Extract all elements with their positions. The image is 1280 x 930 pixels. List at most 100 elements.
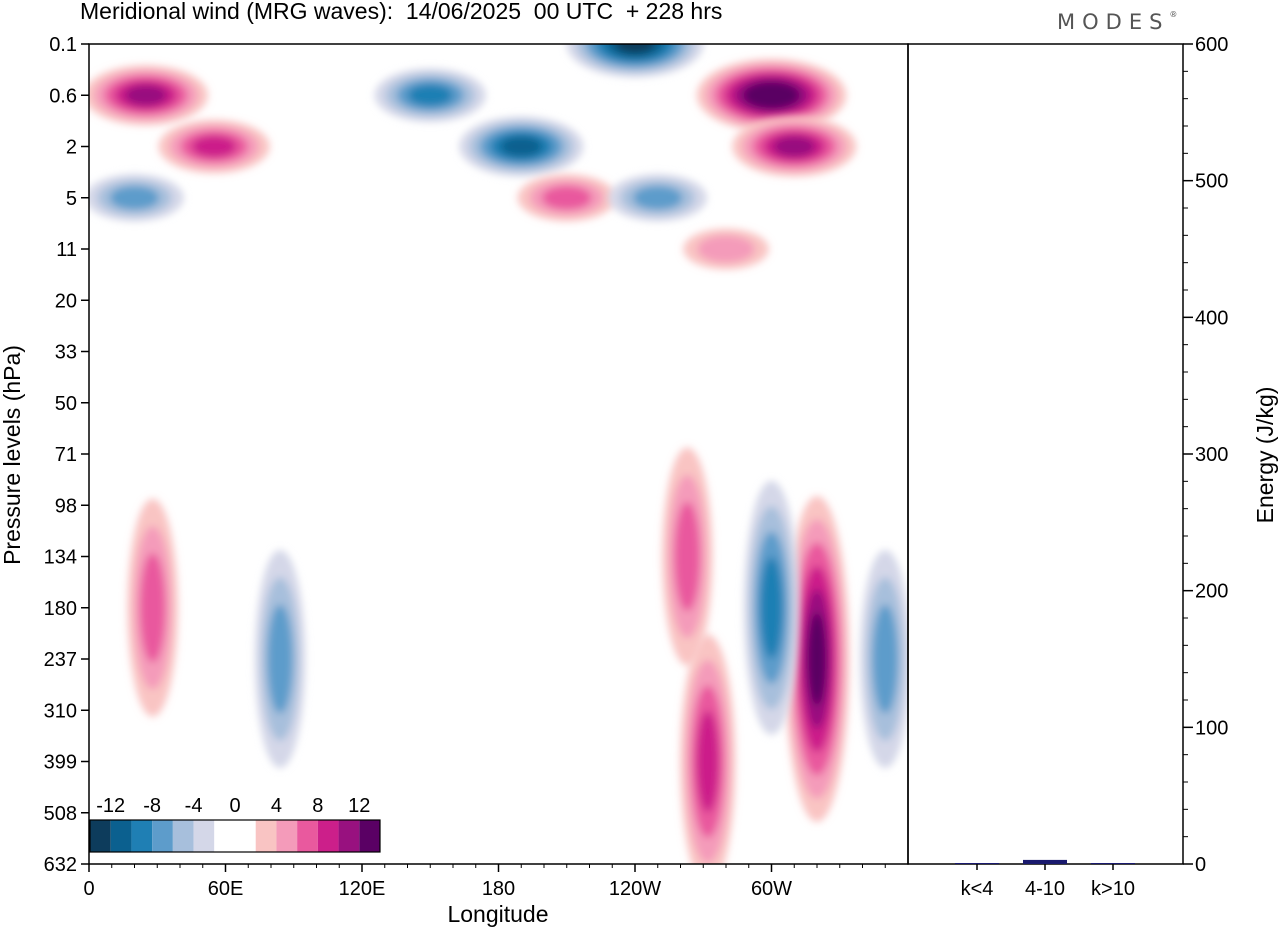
wind-contour	[542, 185, 592, 210]
colorbar-swatch	[359, 820, 380, 852]
longitude-axis: 0 60E 120E 180 120W 60W	[83, 864, 886, 900]
energy-axis-label: Energy (J/kg)	[1252, 387, 1278, 524]
energy-tick-label: 200	[1195, 581, 1228, 603]
energy-tick-label: 0	[1195, 854, 1206, 876]
wind-feature	[696, 58, 847, 132]
chart-title: Meridional wind (MRG waves): 14/06/2025 …	[80, 0, 723, 24]
wind-contour	[615, 44, 655, 54]
wind-contour	[125, 85, 167, 106]
energy-tick-label: 500	[1195, 171, 1228, 193]
wind-contour	[109, 185, 160, 210]
colorbar: -12 -8 -4 0 4 8 12	[89, 795, 381, 853]
wind-field	[89, 44, 908, 864]
energy-bar	[1091, 863, 1135, 864]
wind-contour	[696, 710, 719, 813]
wind-contour	[807, 612, 827, 706]
pressure-tick-label: 134	[44, 547, 77, 569]
wind-contour	[633, 185, 683, 210]
wind-contour	[674, 502, 700, 611]
wind-feature	[732, 116, 857, 177]
colorbar-label: 8	[312, 795, 323, 817]
wind-feature	[683, 228, 769, 270]
colorbar-swatch	[172, 820, 194, 852]
pressure-tick-label: 399	[44, 752, 77, 774]
pressure-tick-label: 237	[44, 649, 77, 671]
modes-logo: MODES®	[1057, 10, 1178, 34]
pressure-tick-label: 310	[44, 700, 77, 722]
colorbar-swatch	[131, 820, 153, 852]
x-axis-label: Longitude	[447, 901, 548, 927]
pressure-tick-label: 33	[55, 342, 77, 364]
y-axis-label: Pressure levels (hPa)	[0, 345, 25, 565]
wind-feature	[784, 496, 850, 822]
colorbar-label: 12	[348, 795, 370, 817]
longitude-tick-label: 120E	[339, 878, 386, 900]
wind-feature	[254, 550, 306, 768]
wind-feature	[158, 119, 270, 174]
pressure-tick-label: 180	[44, 598, 77, 620]
colorbar-swatch	[152, 820, 173, 852]
colorbar-swatch	[317, 820, 339, 852]
energy-panel-frame	[907, 43, 1184, 865]
pressure-tick-label: 11	[56, 239, 77, 261]
wind-contour	[191, 135, 237, 158]
colorbar-swatch	[255, 820, 277, 852]
colorbar-swatch	[297, 820, 318, 852]
wind-contour	[267, 604, 293, 714]
longitude-tick-label: 60W	[751, 878, 792, 900]
colorbar-frame	[89, 819, 381, 853]
wind-contour	[500, 136, 542, 157]
wind-feature	[89, 65, 208, 126]
wind-feature	[743, 480, 800, 735]
wind-feature	[517, 174, 616, 222]
energy-tick-label: 400	[1195, 307, 1228, 329]
energy-tick-label: 600	[1195, 34, 1228, 56]
colorbar-swatch	[235, 820, 256, 852]
wind-feature	[680, 634, 736, 864]
pressure-tick-label: 0.6	[49, 85, 77, 107]
wind-feature	[459, 116, 584, 177]
energy-category-label: 4-10	[1025, 878, 1065, 900]
wind-feature	[608, 174, 707, 222]
energy-axis: 0 100 200 300 400 500 600	[1183, 34, 1228, 876]
energy-bars: k<4 4-10 k>10	[955, 859, 1135, 900]
wind-contour	[773, 136, 815, 157]
wind-contour	[140, 553, 166, 663]
energy-tick-label: 300	[1195, 444, 1228, 466]
wind-contour	[760, 556, 783, 659]
energy-tick-label: 100	[1195, 717, 1228, 739]
wind-feature	[89, 174, 184, 222]
wind-feature	[662, 447, 713, 666]
colorbar-swatch	[193, 820, 215, 852]
pressure-tick-label: 632	[44, 854, 77, 876]
colorbar-swatch	[110, 820, 132, 852]
colorbar-label: -4	[185, 795, 203, 817]
pressure-tick-label: 50	[55, 393, 77, 415]
pressure-axis: 0.1 0.6 2 5 11 20 33 50 71 98 134 180 237 310 399 508 63…	[44, 34, 89, 876]
pressure-tick-label: 71	[55, 444, 77, 466]
colorbar-label: -12	[96, 795, 125, 817]
pressure-tick-label: 2	[66, 137, 77, 159]
pressure-tick-label: 508	[44, 803, 77, 825]
wind-feature	[566, 44, 704, 78]
pressure-tick-label: 98	[55, 495, 77, 517]
colorbar-label: 4	[271, 795, 282, 817]
longitude-tick-label: 120W	[609, 878, 661, 900]
wind-contour	[697, 235, 755, 263]
longitude-tick-label: 0	[83, 878, 94, 900]
wind-contour	[408, 84, 453, 106]
colorbar-swatch	[214, 820, 235, 852]
colorbar-swatch	[338, 820, 360, 852]
longitude-tick-label: 180	[482, 878, 515, 900]
wind-feature	[374, 68, 486, 123]
wind-feature	[127, 498, 178, 717]
longitude-tick-label: 60E	[208, 878, 244, 900]
colorbar-swatch	[90, 820, 111, 852]
energy-bar	[1023, 859, 1067, 864]
energy-category-label: k>10	[1091, 878, 1135, 900]
pressure-tick-label: 20	[55, 290, 77, 312]
wind-contour	[872, 604, 898, 714]
pressure-tick-label: 5	[66, 188, 77, 210]
wind-contour	[752, 86, 791, 105]
